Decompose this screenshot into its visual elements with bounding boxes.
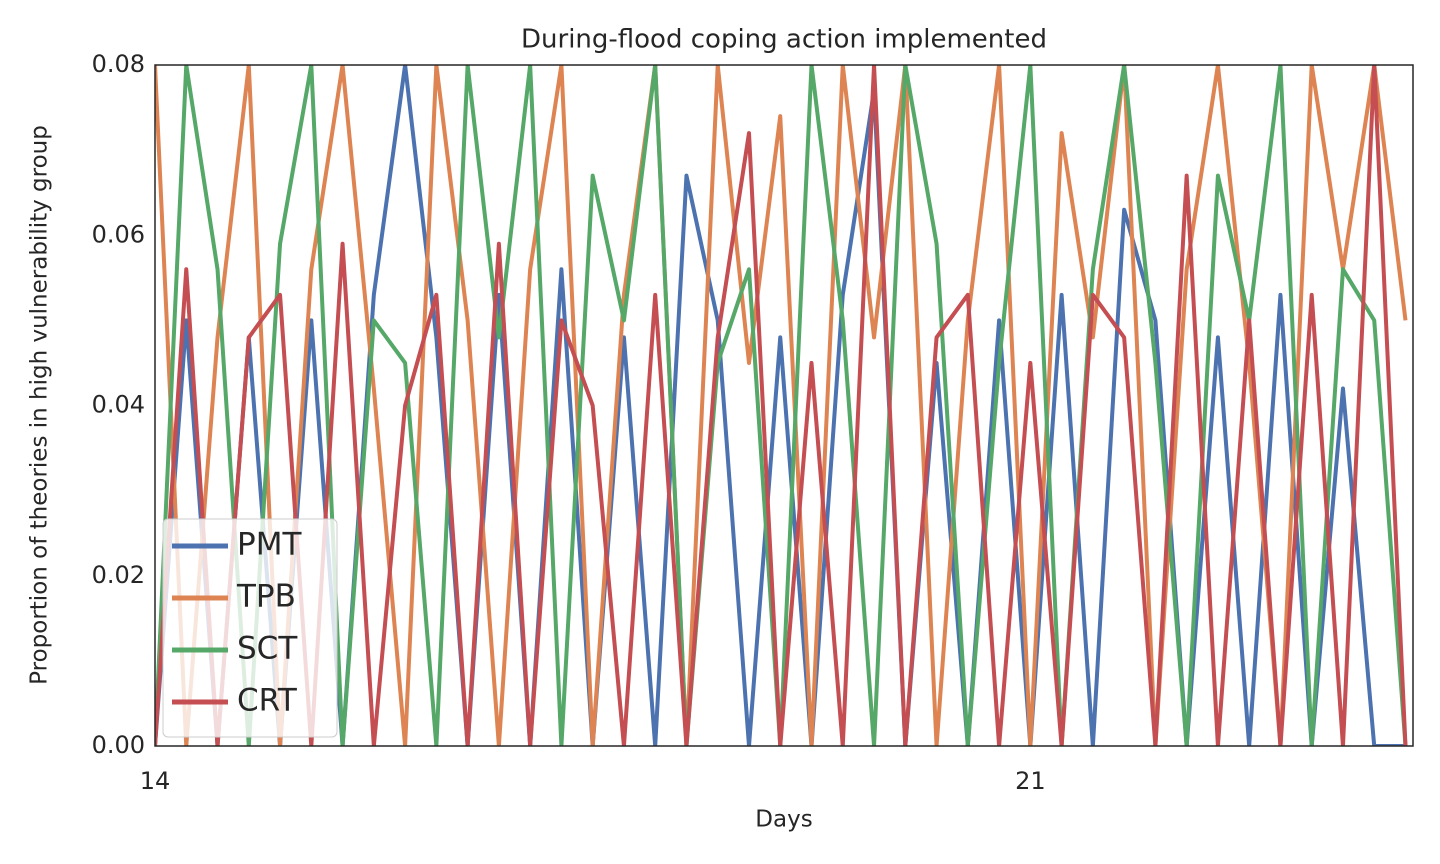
legend-label: SCT bbox=[237, 631, 298, 667]
y-tick-label: 0.06 bbox=[92, 220, 145, 248]
legend-label: PMT bbox=[237, 527, 302, 563]
legend-box bbox=[162, 518, 338, 738]
y-tick-label: 0.02 bbox=[92, 561, 145, 589]
x-axis-label: Days bbox=[755, 807, 812, 833]
legend-label: CRT bbox=[237, 683, 298, 719]
series-line bbox=[155, 65, 1406, 746]
y-tick-label: 0.00 bbox=[92, 731, 145, 759]
legend-label: TPB bbox=[236, 579, 296, 615]
y-axis-label: Proportion of theories in high vulnerabi… bbox=[27, 125, 53, 685]
x-tick-label: 21 bbox=[1015, 767, 1046, 795]
series-line bbox=[155, 65, 1408, 746]
legend: PMT TPB SCT CRT bbox=[162, 518, 338, 738]
series-line bbox=[155, 65, 1408, 746]
axes-frame bbox=[154, 64, 1414, 747]
y-tick-label: 0.08 bbox=[92, 50, 145, 78]
y-tick-label: 0.04 bbox=[92, 391, 145, 419]
series-line bbox=[155, 65, 1408, 746]
plot-area bbox=[155, 65, 1408, 746]
chart-title: During-flood coping action implemented bbox=[521, 25, 1047, 55]
x-tick-label: 14 bbox=[140, 767, 171, 795]
